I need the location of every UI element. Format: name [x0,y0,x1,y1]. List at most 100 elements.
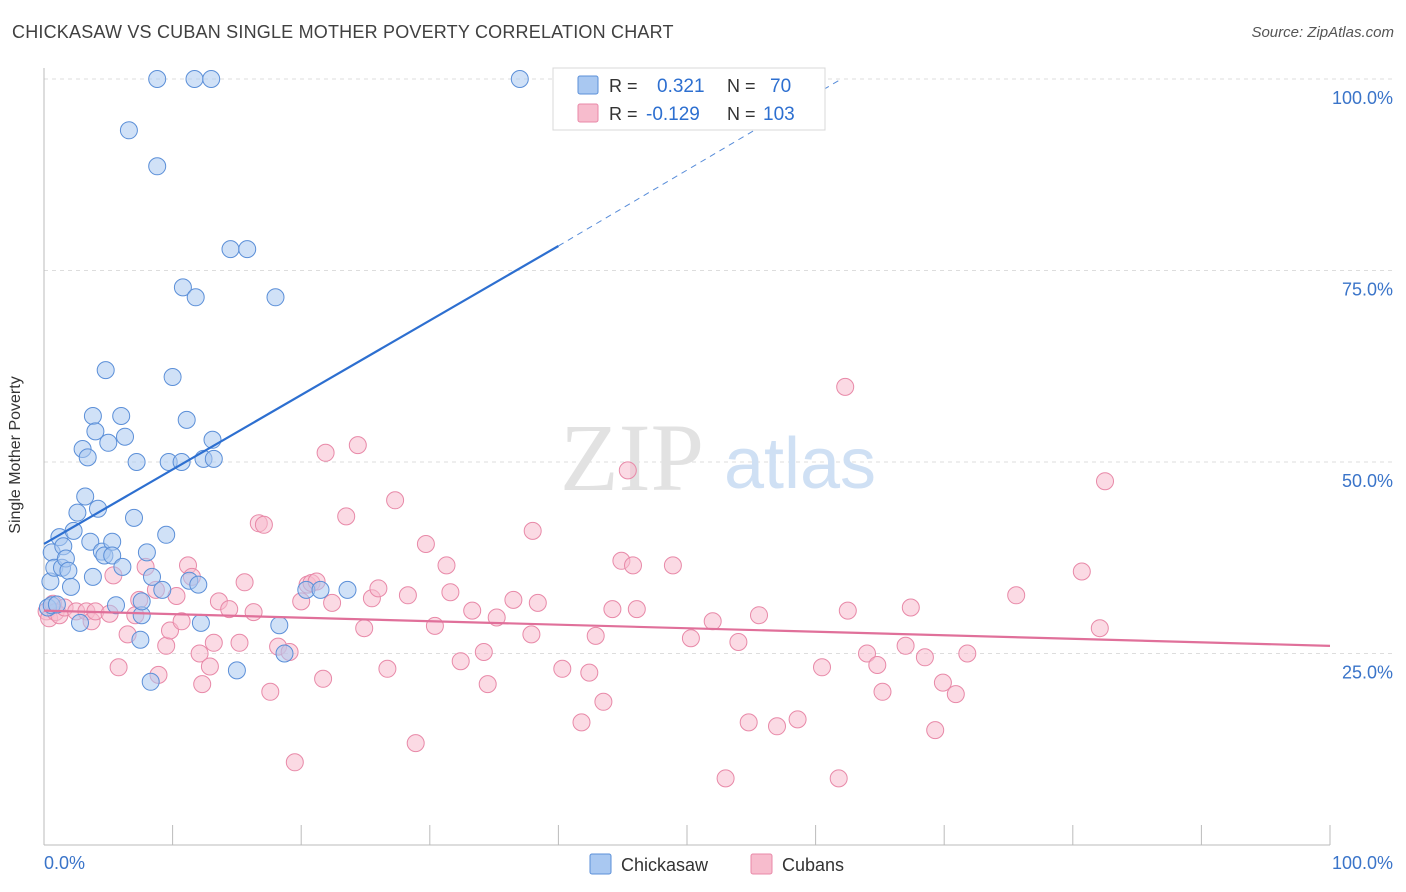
cubans-point-67 [523,521,542,540]
chickasaw-point-13 [68,503,87,522]
cubans-trend-line [43,609,1331,647]
chickasaw-point-38 [132,592,151,611]
watermark-atlas: atlas [724,424,876,504]
cubans-point-80 [681,629,700,648]
cubans-point-68 [528,593,547,612]
cubans-point-52 [378,659,397,678]
cubans-point-61 [463,601,482,620]
chickasaw-point-41 [143,567,161,586]
chickasaw-point-47 [163,368,182,386]
y-tick-label-2: 75.0% [1342,280,1393,300]
gridlines [44,78,1395,654]
cubans-point-51 [369,579,388,598]
x-tick-label-1: 100.0% [1332,853,1393,873]
chickasaw-point-42 [148,70,167,88]
chickasaw-point-53 [186,288,205,307]
cubans-point-45 [316,443,335,462]
chickasaw-trend-line [43,245,559,545]
stats-r-value-2: -0.129 [646,104,700,125]
cubans-point-25 [190,644,209,663]
chickasaw-point-29 [107,596,125,615]
cubans-point-65 [504,590,523,609]
cubans-point-48 [348,436,367,455]
cubans-point-76 [618,461,637,480]
cubans-point-36 [261,682,280,701]
cubans-point-91 [858,644,876,663]
cubans-point-63 [478,675,497,694]
stats-n-value-2: 103 [763,104,795,125]
cubans-point-81 [703,612,722,631]
stats-n-label-2: N = [727,104,756,124]
chickasaw-point-64 [275,644,294,663]
cubans-point-31 [230,633,249,652]
chickasaw-point-63 [266,288,285,307]
chickasaw-point-26 [99,433,118,452]
cubans-point-104 [1096,472,1114,491]
legend-swatch-chickasaw [589,853,612,875]
cubans-point-70 [572,713,591,732]
stats-legend-swatch-cubans [577,103,599,123]
stats-r-label-2: R = [609,104,638,124]
cubans-point-47 [337,507,356,526]
cubans-point-83 [729,633,748,651]
chickasaw-point-50 [177,410,196,429]
chickasaw-point-69 [510,70,529,88]
cubans-point-59 [441,583,460,602]
cubans-point-49 [355,619,374,638]
chickasaw-point-19 [83,407,102,425]
stats-r-label-1: R = [609,76,638,96]
chickasaw-point-60 [221,240,240,259]
cubans-point-96 [915,648,934,667]
stats-r-value-1: 0.321 [657,76,705,97]
cubans-point-73 [594,692,613,711]
cubans-point-33 [244,603,263,622]
cubans-point-62 [474,643,493,661]
cubans-point-82 [716,769,735,788]
chickasaw-point-43 [148,157,167,176]
cubans-point-100 [958,644,977,663]
cubans-point-102 [1072,562,1091,581]
chickasaw-point-54 [189,575,208,594]
cubans-point-66 [522,625,541,644]
cubans-point-92 [868,656,887,674]
chickasaw-point-20 [83,567,102,586]
cubans-point-57 [425,616,444,635]
stats-n-value-1: 70 [770,76,791,97]
cubans-point-101 [1007,586,1026,605]
chickasaw-point-40 [141,672,160,691]
chickasaw-point-67 [311,580,330,599]
cubans-point-94 [896,636,915,655]
cubans-point-74 [603,600,622,619]
y-tick-label-0: 25.0% [1342,663,1393,683]
source-label: Source: ZipAtlas.com [1251,24,1394,41]
chart-title: CHICKASAW VS CUBAN SINGLE MOTHER POVERTY… [12,22,674,42]
cubans-point-28 [204,633,223,652]
cubans-point-77 [624,556,642,575]
chickasaw-point-35 [127,453,146,471]
chickasaw-point-61 [227,661,246,680]
cubans-point-39 [285,753,304,772]
cubans-point-44 [314,669,333,688]
cubans-point-89 [836,377,855,396]
chickasaw-point-62 [238,240,257,259]
cubans-point-105 [829,769,848,788]
stats-legend-swatch-chickasaw [577,75,599,95]
chickasaw-point-44 [153,580,172,599]
cubans-point-93 [873,682,892,701]
cubans-points [37,377,1114,788]
chickasaw-point-68 [338,580,357,599]
cubans-point-60 [451,652,470,671]
cubans-point-56 [416,535,435,553]
watermark-zip: ZIP [560,404,704,511]
chickasaw-point-17 [78,448,97,467]
cubans-point-79 [663,556,682,575]
x-tick-label-0: 0.0% [44,853,85,873]
cubans-point-46 [323,593,342,612]
cubans-point-90 [838,601,857,620]
cubans-point-72 [586,626,605,645]
chickasaw-point-5 [47,595,66,614]
legend-label-cubans: Cubans [782,855,844,875]
chickasaw-point-11 [62,577,80,596]
legend-swatch-cubans [750,853,773,875]
